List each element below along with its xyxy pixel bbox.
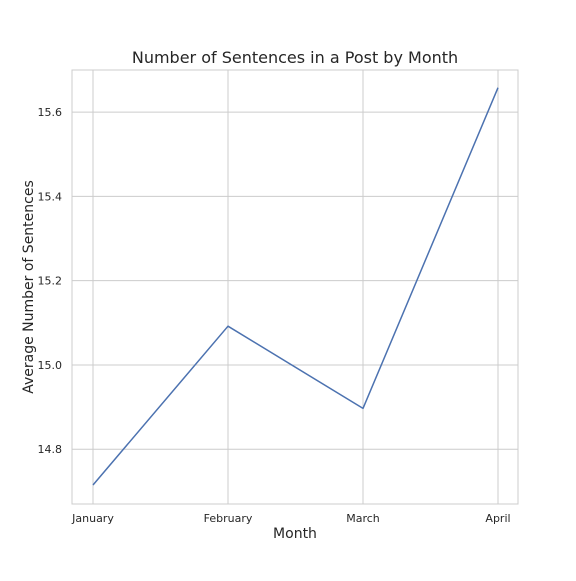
y-tick-label: 15.4 <box>38 190 63 203</box>
y-axis-label: Average Number of Sentences <box>21 180 37 394</box>
y-tick-label: 15.0 <box>38 359 63 372</box>
x-tick-label: January <box>71 512 114 525</box>
x-tick-label: March <box>346 512 380 525</box>
y-tick-label: 15.6 <box>38 106 63 119</box>
x-tick-label: April <box>485 512 510 525</box>
chart-title: Number of Sentences in a Post by Month <box>132 48 458 67</box>
y-tick-label: 15.2 <box>38 275 63 288</box>
x-axis-label: Month <box>273 526 317 542</box>
x-tick-label: February <box>204 512 253 525</box>
y-tick-label: 14.8 <box>38 443 63 456</box>
